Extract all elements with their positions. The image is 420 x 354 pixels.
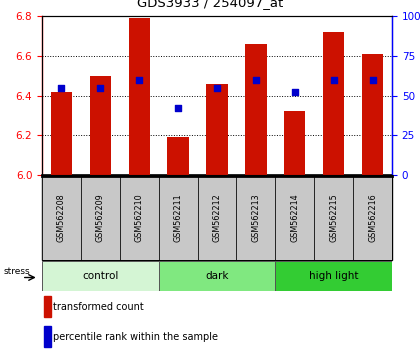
Bar [42,261,159,291]
Text: dark: dark [205,271,229,281]
Bar [323,32,344,175]
Bar [284,112,305,175]
Point [291,90,298,95]
Point [369,77,376,82]
Point [214,85,220,90]
Bar [159,261,276,291]
Bar [362,54,383,175]
Bar [159,176,197,260]
Bar [42,176,81,260]
Bar [206,84,228,175]
Text: transformed count: transformed count [53,302,144,312]
Bar [45,326,50,347]
Text: GDS3933 / 254097_at: GDS3933 / 254097_at [137,0,283,9]
Bar [89,76,111,175]
Point [58,85,65,90]
Bar [276,261,392,291]
Bar [120,176,159,260]
Text: stress: stress [3,267,30,276]
Bar [81,176,120,260]
Bar [276,176,314,260]
Bar [197,176,236,260]
Text: GSM562208: GSM562208 [57,194,66,242]
Bar [245,44,267,175]
Bar [129,18,150,175]
Text: GSM562209: GSM562209 [96,194,105,242]
Point [175,105,181,111]
Text: GSM562213: GSM562213 [252,194,260,242]
Text: high light: high light [309,271,358,281]
Point [252,77,259,82]
Bar [314,176,353,260]
Text: GSM562216: GSM562216 [368,194,377,242]
Bar [51,92,72,175]
Text: GSM562210: GSM562210 [135,194,144,242]
Point [330,77,337,82]
Text: GSM562215: GSM562215 [329,194,338,242]
Text: GSM562212: GSM562212 [213,194,221,242]
Text: GSM562211: GSM562211 [173,194,183,242]
Bar [45,296,50,317]
Point [97,85,104,90]
Text: percentile rank within the sample: percentile rank within the sample [53,332,218,342]
Bar [353,176,392,260]
Text: control: control [82,271,118,281]
Bar [236,176,276,260]
Text: GSM562214: GSM562214 [290,194,299,242]
Point [136,77,142,82]
Bar [168,137,189,175]
